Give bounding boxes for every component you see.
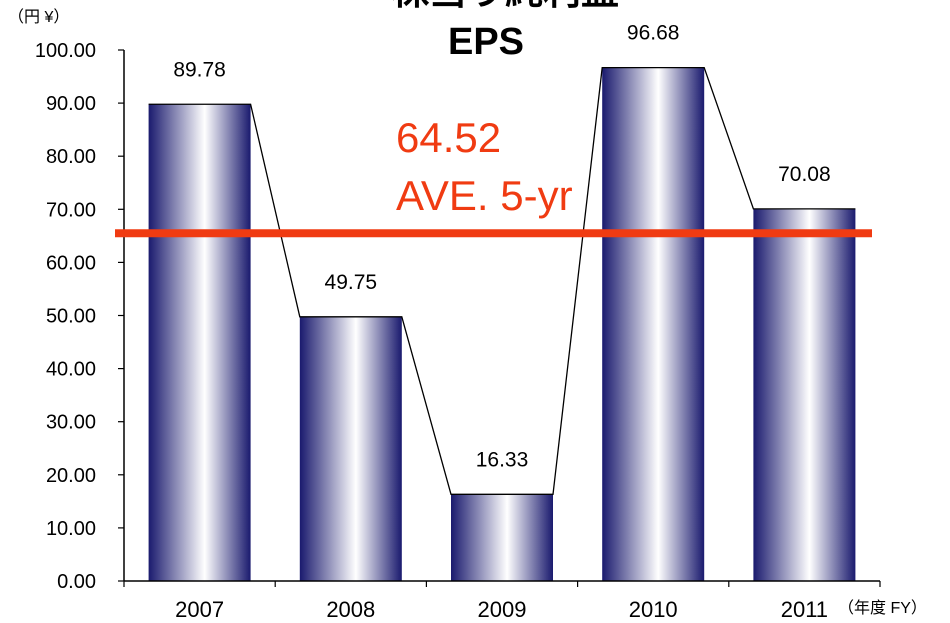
data-label-2011: 70.08 [778,163,831,186]
y-tick-label-60.00: 60.00 [46,252,96,274]
x-tick-label-2008: 2008 [326,597,375,622]
data-labels-group: 89.78 49.75 16.33 96.68 70.08 [173,22,830,472]
y-axis-unit: （円 ¥） [8,8,69,26]
x-axis-unit: （年度 FY） [838,599,927,617]
connector-line [148,66,856,495]
connector-line-group [148,66,856,495]
bar-2007 [148,104,251,582]
bar-2011 [753,208,856,582]
y-tick-label-80.00: 80.00 [46,146,96,168]
y-tick-label-50.00: 50.00 [46,306,96,328]
y-tick-label-20.00: 20.00 [46,465,96,487]
y-tick-label-0.00: 0.00 [57,571,96,593]
y-tick-label-70.00: 70.00 [46,199,96,221]
bar-2008 [299,316,402,581]
chart-title: EPS [448,21,524,63]
y-tick-label-10.00: 10.00 [46,518,96,540]
y-tick-label-90.00: 90.00 [46,93,96,115]
x-tick-label-2009: 2009 [478,597,527,622]
data-label-2010: 96.68 [627,22,680,45]
bar-2009 [451,494,553,581]
x-tick-label-2011: 2011 [781,597,828,622]
data-label-2008: 49.75 [325,271,378,294]
y-tick-label-100.00: 100.00 [35,40,96,62]
y-tick-label-30.00: 30.00 [46,412,96,434]
y-ticks-group: 0.00 10.00 20.00 30.00 40.00 50.00 60.00 70.00 8… [35,40,124,593]
average-label: AVE. 5-yr [396,172,573,219]
y-tick-label-40.00: 40.00 [46,359,96,381]
data-label-2007: 89.78 [173,58,226,81]
bars-group [148,67,856,582]
average-value-label: 64.52 [396,114,501,161]
x-tick-label-2010: 2010 [629,597,678,622]
chart-title-partial: 一株当り純利益 [353,0,619,13]
x-tick-label-2007: 2007 [175,597,224,622]
x-ticks-group: 2007 2008 2009 2010 2011 （年度 FY） [175,597,927,622]
data-label-2009: 16.33 [476,448,529,471]
bar-2010 [602,67,705,581]
